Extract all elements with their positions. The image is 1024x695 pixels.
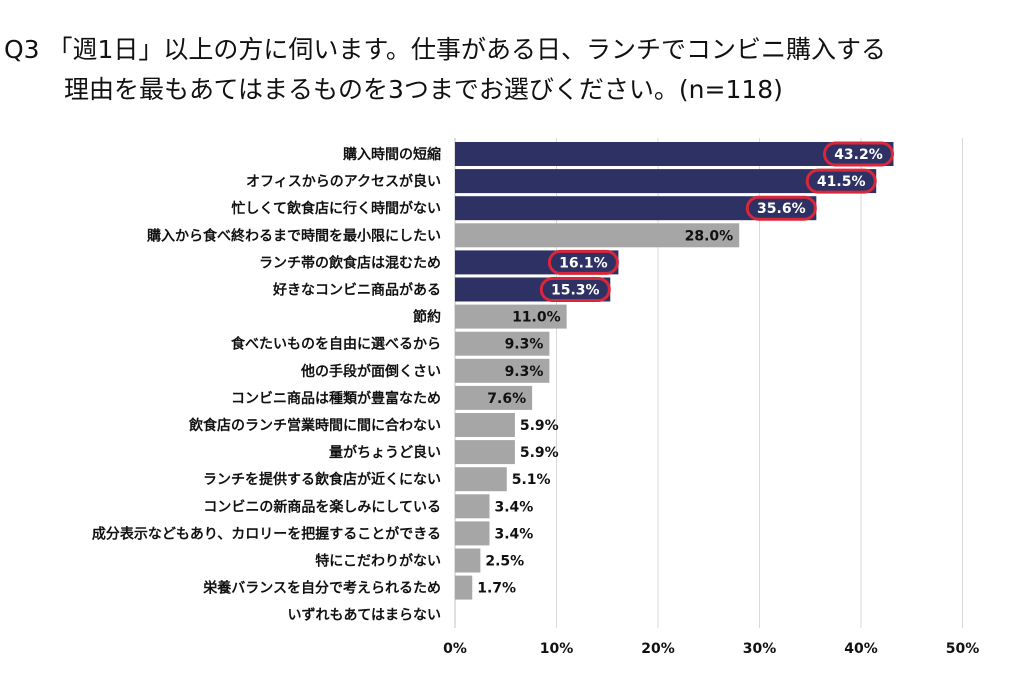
x-tick-label: 40% xyxy=(844,641,878,657)
data-label: 35.6% xyxy=(757,201,806,217)
data-label: 2.5% xyxy=(485,554,524,570)
category-label: 食べたいものを自由に選べるから xyxy=(231,336,441,353)
bar xyxy=(455,250,619,275)
data-label: 5.9% xyxy=(520,445,559,461)
data-label: 43.2% xyxy=(834,147,883,163)
highlight-ring xyxy=(822,141,894,167)
bar xyxy=(455,413,515,437)
category-label: 特にこだわりがない xyxy=(315,553,441,570)
category-label: 飲食店のランチ営業時間に間に合わない xyxy=(188,417,441,434)
x-tick-label: 10% xyxy=(540,641,574,657)
category-label: 忙しくて飲食店に行く時間がない xyxy=(231,200,441,217)
x-tick-label: 20% xyxy=(641,641,675,657)
category-label: 購入から食べ終わるまで時間を最小限にしたい xyxy=(146,227,441,244)
data-label: 9.3% xyxy=(505,337,544,353)
data-label: 28.0% xyxy=(685,228,734,244)
bar xyxy=(455,223,740,248)
bar xyxy=(455,467,507,492)
bar xyxy=(455,494,490,519)
chart-title-line1: Q3 「週1日」以上の方に伺います。仕事がある日、ランチでコンビニ購入する xyxy=(4,35,886,64)
category-label: 購入時間の短縮 xyxy=(342,146,441,163)
bar xyxy=(455,142,894,166)
data-label: 11.0% xyxy=(512,310,561,326)
bar xyxy=(455,575,473,600)
x-tick-label: 0% xyxy=(443,641,467,657)
bar xyxy=(455,385,533,410)
data-label: 41.5% xyxy=(817,174,866,190)
category-label: オフィスからのアクセスが良い xyxy=(246,173,441,190)
data-label: 7.6% xyxy=(487,391,526,407)
x-tick-label: 30% xyxy=(743,641,777,657)
bar xyxy=(455,196,817,221)
data-label: 5.9% xyxy=(520,418,559,434)
data-label: 1.7% xyxy=(477,581,516,597)
highlight-ring xyxy=(539,277,611,302)
highlight-ring xyxy=(805,168,877,194)
highlight-ring xyxy=(547,249,619,275)
bar xyxy=(455,440,515,465)
bar xyxy=(455,521,490,546)
category-label: 節約 xyxy=(413,309,441,326)
category-label: ランチを提供する飲食店が近くにない xyxy=(203,471,441,488)
data-label: 3.4% xyxy=(495,499,534,515)
category-label: 栄養バランスを自分で考えられるため xyxy=(202,580,441,597)
data-label: 5.1% xyxy=(512,472,551,488)
data-label: 9.3% xyxy=(505,364,544,380)
data-label: 15.3% xyxy=(551,283,600,299)
bar xyxy=(455,304,567,329)
category-label: 好きなコンビニ商品がある xyxy=(272,282,441,299)
bar xyxy=(455,548,481,573)
data-label: 16.1% xyxy=(559,255,608,271)
bar xyxy=(455,331,550,356)
chart-title-line2: 理由を最もあてはまるものを3つまでお選びください。(n=118) xyxy=(64,75,783,104)
category-label: ランチ帯の飲食店は混むため xyxy=(259,254,441,271)
category-label: 他の手段が面倒くさい xyxy=(300,363,441,380)
category-label: コンビニ商品は種類が豊富なため xyxy=(231,390,441,407)
category-label: いずれもあてはまらない xyxy=(288,607,441,624)
bar xyxy=(455,358,550,383)
chart-title: Q3 「週1日」以上の方に伺います。仕事がある日、ランチでコンビニ購入する 理由… xyxy=(4,30,1014,110)
data-label: 3.4% xyxy=(495,526,534,542)
category-label: コンビニの新商品を楽しみにしている xyxy=(203,498,441,515)
category-label: 成分表示などもあり、カロリーを把握することができる xyxy=(92,525,441,542)
category-label: 量がちょうど良い xyxy=(329,444,441,461)
highlight-ring xyxy=(745,195,817,221)
x-tick-label: 50% xyxy=(946,641,980,657)
bar xyxy=(455,277,611,302)
